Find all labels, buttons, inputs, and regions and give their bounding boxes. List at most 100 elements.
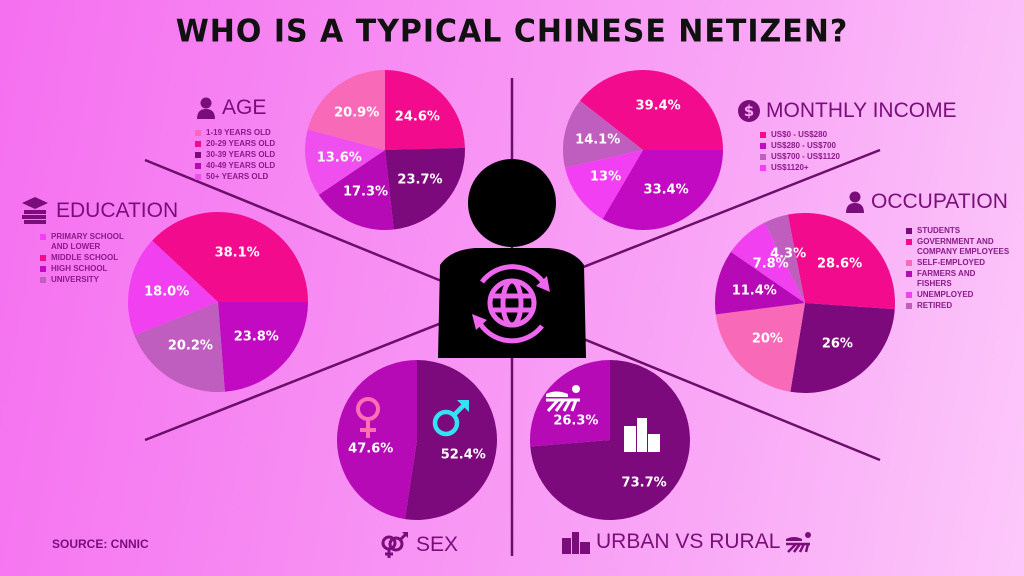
pie-slice-label: 26% (821, 336, 853, 352)
education-pie-chart: 38.1% 23.8% 20.2% 18.0% (124, 208, 312, 396)
legend-label: STUDENTS (917, 226, 961, 235)
legend-label: 30-39 YEARS OLD (206, 150, 276, 159)
legend-label: SELF-EMPLOYED (917, 258, 986, 267)
legend-item: PRIMARY SCHOOL AND LOWER (40, 232, 124, 252)
pie-slice-label: 26.3% (553, 413, 599, 429)
age-heading-label: AGE (222, 96, 267, 119)
legend-swatch (40, 234, 46, 240)
pie-slice-label: 13.6% (316, 150, 362, 166)
pie-slice-label: 7.8% (752, 256, 789, 272)
education-heading: EDUCATION (20, 197, 178, 225)
pie-slice-label: 4.3% (770, 246, 807, 262)
legend-swatch (906, 260, 912, 266)
legend-label: UNEMPLOYED (917, 290, 974, 299)
female-symbol-icon (356, 397, 380, 438)
pie-slice-label: 18.0% (144, 284, 190, 300)
sex-pie-chart: 52.4% 47.6% (333, 356, 501, 524)
legend-label: FARMERS AND FISHERS (917, 269, 976, 288)
pie-slice-label: 20% (751, 331, 783, 347)
urban-rural-heading-label: URBAN VS RURAL (596, 530, 781, 553)
occupation-legend: STUDENTS GOVERNMENT AND COMPANY EMPLOYEES… (906, 226, 1009, 312)
legend-swatch (195, 174, 201, 180)
legend-swatch (760, 132, 766, 138)
pie-slice (318, 150, 394, 230)
legend-swatch (195, 141, 201, 147)
pie-slice (152, 211, 308, 303)
legend-label: US$280 - US$700 (771, 141, 836, 150)
legend-item: 30-39 YEARS OLD (195, 150, 275, 160)
legend-item: US$280 - US$700 (760, 141, 840, 151)
legend-swatch (906, 292, 912, 298)
legend-label: GOVERNMENT AND COMPANY EMPLOYEES (917, 237, 1010, 256)
pie-slice-label: 14.1% (575, 132, 621, 148)
page-title: WHO IS A TYPICAL CHINESE NETIZEN? (175, 13, 849, 50)
legend-label: PRIMARY SCHOOL AND LOWER (51, 232, 124, 251)
farm-field-icon (546, 385, 580, 413)
legend-item: HIGH SCHOOL (40, 264, 124, 274)
dollar-icon: $ (738, 100, 760, 122)
legend-item: 20-29 YEARS OLD (195, 139, 275, 149)
pie-slice (385, 147, 465, 230)
pie-slice (134, 302, 225, 392)
legend-label: HIGH SCHOOL (51, 264, 108, 273)
legend-label: US$1120+ (771, 163, 809, 172)
pie-slice (563, 100, 643, 168)
income-heading-label: MONTHLY INCOME (766, 99, 957, 122)
legend-item: 1-19 YEARS OLD (195, 128, 275, 138)
pie-slice-label: 52.4% (440, 447, 486, 463)
legend-swatch (40, 277, 46, 283)
income-pie-chart: 39.4% 33.4% 13% 14.1% (559, 66, 727, 234)
legend-swatch (760, 154, 766, 160)
city-icon (562, 532, 590, 554)
legend-item: STUDENTS (906, 226, 1009, 236)
legend-label: 1-19 YEARS OLD (206, 128, 271, 137)
person-icon (197, 97, 215, 119)
pie-slice (127, 240, 218, 336)
legend-item: SELF-EMPLOYED (906, 258, 1009, 268)
pie-slice-label: 13% (590, 169, 622, 185)
legend-label: 40-49 YEARS OLD (206, 161, 276, 170)
person-icon (846, 191, 864, 213)
education-legend: PRIMARY SCHOOL AND LOWER MIDDLE SCHOOL HIG… (40, 232, 124, 286)
pie-slice (564, 150, 643, 220)
legend-item: RETIRED (906, 301, 1009, 311)
income-heading: $ MONTHLY INCOME (738, 99, 957, 123)
pie-slice-label: 24.6% (394, 109, 440, 125)
legend-item: MIDDLE SCHOOL (40, 253, 124, 263)
legend-item: US$0 - US$280 (760, 130, 840, 140)
farm-field-icon (786, 532, 812, 553)
legend-label: US$700 - US$1120 (771, 152, 840, 161)
pie-slice (404, 360, 497, 520)
legend-swatch (195, 163, 201, 169)
legend-item: UNEMPLOYED (906, 290, 1009, 300)
legend-swatch (760, 143, 766, 149)
occupation-heading-label: OCCUPATION (871, 190, 1008, 213)
pie-slice (218, 302, 308, 392)
pie-slice-label: 23.7% (397, 172, 443, 188)
pie-slice (790, 303, 895, 394)
pie-slice-label: 28.6% (817, 256, 863, 272)
urban-rural-heading: URBAN VS RURAL (562, 530, 812, 554)
pie-slice (730, 222, 805, 303)
gender-symbols-icon (381, 531, 409, 558)
legend-item: UNIVERSITY (40, 275, 124, 285)
sex-heading-label: SEX (416, 533, 459, 556)
pie-slice-label: 17.3% (342, 184, 389, 200)
legend-label: 50+ YEARS OLD (206, 172, 269, 181)
pie-slice (787, 213, 895, 310)
age-pie-chart: 24.6% 23.7% 17.3% 13.6% 20.9% (301, 66, 469, 234)
legend-item: US$700 - US$1120 (760, 152, 840, 162)
pie-slice-label: 39.4% (635, 98, 681, 114)
age-heading: AGE (196, 96, 266, 120)
pie-slice (715, 303, 805, 392)
legend-label: UNIVERSITY (51, 275, 100, 284)
legend-swatch (906, 228, 912, 234)
occupation-pie-chart: 28.6% 26% 20% 11.4% 7.8% 4.3% (711, 209, 899, 397)
graduation-books-icon (22, 197, 48, 224)
pie-slice-label: 73.7% (621, 475, 667, 491)
pie-slice-label: 20.2% (167, 338, 213, 354)
legend-item: GOVERNMENT AND COMPANY EMPLOYEES (906, 237, 1009, 257)
pie-slice (305, 129, 385, 195)
legend-swatch (195, 130, 201, 136)
legend-label: 20-29 YEARS OLD (206, 139, 276, 148)
